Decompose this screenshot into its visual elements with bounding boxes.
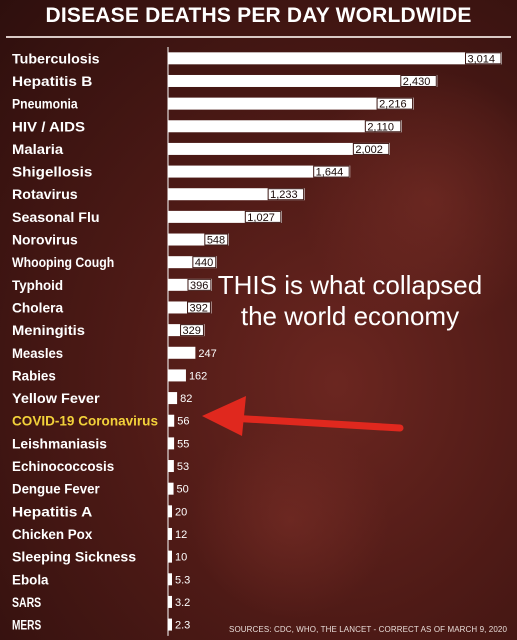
value-label: 1,644: [316, 167, 344, 179]
category-label: Dengue Fever: [12, 482, 100, 497]
value-label: 55: [177, 438, 189, 450]
value-label: 20: [175, 506, 187, 518]
value-label-box: [400, 74, 437, 87]
bar: [168, 618, 172, 631]
value-label: 53: [177, 461, 189, 473]
category-label: Chicken Pox: [12, 527, 93, 542]
value-label: 2,002: [355, 144, 383, 156]
bar: [168, 142, 390, 155]
bar: [168, 120, 402, 133]
arrow-shaft: [226, 414, 404, 432]
arrow-annotation: [202, 396, 404, 436]
value-label-box: [187, 301, 211, 314]
background-virus-graphic: [300, 70, 517, 330]
category-label: COVID-19 Coronavirus: [12, 414, 158, 429]
category-label: Leishmaniasis: [12, 436, 107, 451]
value-label: 50: [177, 484, 189, 496]
value-label-box: [364, 120, 402, 133]
category-label: Typhoid: [12, 278, 63, 293]
title-divider: [6, 36, 511, 38]
value-label: 56: [177, 416, 189, 428]
category-label: Ebola: [12, 572, 49, 587]
value-label: 548: [207, 235, 225, 247]
bar: [168, 414, 175, 427]
category-label: Hepatitis B: [12, 74, 93, 89]
background-virus-graphic: [190, 420, 390, 620]
category-label: Tuberculosis: [12, 51, 100, 66]
value-label-box: [192, 256, 217, 269]
category-label: MERS: [12, 618, 41, 633]
value-label: 10: [175, 552, 187, 564]
value-label-box: [465, 52, 502, 65]
category-label: Rotavirus: [12, 187, 78, 202]
value-label: 5.3: [175, 574, 190, 586]
category-label: Yellow Fever: [12, 391, 100, 406]
annotation-text: THIS is what collapsed the world economy: [217, 270, 483, 331]
arrow-head-icon: [202, 396, 246, 436]
bar: [168, 437, 175, 450]
bar: [168, 505, 172, 518]
category-label: Hepatitis A: [12, 504, 93, 519]
bar: [168, 573, 172, 586]
category-label: Norovirus: [12, 233, 78, 248]
value-label-box: [204, 233, 229, 246]
category-label: Seasonal Flu: [12, 210, 100, 225]
value-label: 2,110: [367, 121, 394, 133]
value-label-box: [244, 210, 282, 223]
bar: [168, 74, 438, 87]
value-label: 440: [195, 257, 213, 269]
value-label-box: [313, 165, 350, 178]
value-label: 1,233: [270, 189, 298, 201]
category-label: Pneumonia: [12, 97, 78, 112]
source-note: SOURCES: CDC, WHO, THE LANCET - CORRECT …: [229, 625, 507, 634]
chart-title: DISEASE DEATHS PER DAY WORLDWIDE: [45, 4, 472, 27]
category-label: Whooping Cough: [12, 255, 114, 270]
category-label: SARS: [12, 595, 41, 610]
value-label-box: [187, 278, 212, 291]
value-label: 1,027: [247, 212, 275, 224]
bar: [168, 550, 172, 563]
value-label: 2,216: [379, 99, 407, 111]
value-label-box: [352, 142, 390, 155]
bar: [168, 346, 196, 359]
value-label-box: [180, 324, 204, 337]
category-label: Meningitis: [12, 323, 85, 338]
category-label: Measles: [12, 346, 63, 361]
bar: [168, 97, 414, 110]
value-label: 2.3: [175, 620, 190, 632]
value-label: 12: [175, 529, 187, 541]
value-label: 392: [190, 302, 208, 314]
category-label: Cholera: [12, 300, 64, 315]
value-label: 82: [180, 393, 192, 405]
value-label-box: [267, 188, 305, 201]
category-label: Sleeping Sickness: [12, 550, 136, 565]
bar: [168, 482, 174, 495]
category-label: Malaria: [12, 142, 64, 157]
bar: [168, 527, 172, 540]
bar: [168, 52, 502, 65]
bar: [168, 460, 174, 473]
category-label: Echinococcosis: [12, 459, 114, 474]
bar: [168, 165, 351, 178]
value-label-box: [376, 97, 414, 110]
value-label: 247: [198, 348, 216, 360]
value-label: 2,430: [403, 76, 431, 88]
value-label: 3,014: [468, 53, 496, 65]
bar: [168, 392, 178, 405]
bar: [168, 369, 186, 382]
category-label: HIV / AIDS: [12, 119, 85, 134]
value-label: 3.2: [175, 597, 190, 609]
value-label: 162: [189, 370, 207, 382]
bar: [168, 595, 172, 608]
category-label: Rabies: [12, 368, 56, 383]
value-label: 329: [183, 325, 201, 337]
value-label: 396: [190, 280, 208, 292]
category-label: Shigellosis: [12, 165, 92, 180]
